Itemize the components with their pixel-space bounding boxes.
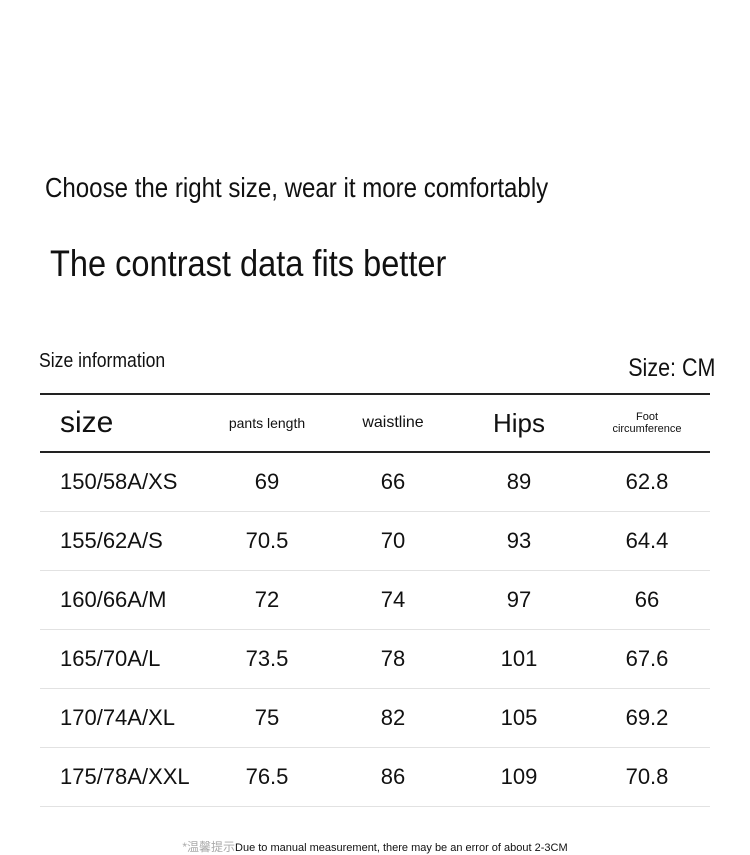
unit-label: Size: CM	[627, 354, 715, 382]
table-cell: 70	[380, 528, 406, 553]
table-cell: 86	[380, 764, 406, 789]
table-row: 170/74A/XL 75 82 105 69.2	[40, 689, 710, 748]
table-cell: 101	[500, 646, 538, 671]
table-cell: 69.2	[625, 705, 669, 730]
table-cell: 175/78A/XXL	[60, 764, 190, 789]
header-row: size pants length waistline Hips Foot circum…	[40, 395, 710, 453]
table-cell: 109	[500, 764, 538, 789]
table-cell: 70.8	[625, 764, 669, 789]
footnote-text: Due to manual measurement, there may be …	[235, 842, 568, 854]
table-cell: 93	[506, 528, 532, 553]
table-cell: 78	[380, 646, 406, 671]
table-cell: 82	[380, 705, 406, 730]
table-cell: 75	[254, 705, 280, 730]
table-cell: 150/58A/XS	[60, 469, 178, 494]
table-cell: 97	[506, 587, 532, 612]
table-row: 160/66A/M 72 74 97 66	[40, 571, 710, 630]
table-cell: 76.5	[245, 764, 289, 789]
table-cell: 105	[500, 705, 538, 730]
column-header: size	[60, 406, 114, 439]
size-table: size pants length waistline Hips Foot circum…	[40, 393, 710, 807]
table-cell: 66	[380, 469, 406, 494]
table-cell: 69	[254, 469, 280, 494]
table-cell: 66	[634, 587, 660, 612]
table-cell: 70.5	[245, 528, 289, 553]
table-cell: 62.8	[625, 469, 669, 494]
footnote: *温馨提示Due to manual measurement, there ma…	[0, 838, 750, 855]
table-row: 150/58A/XS 69 66 89 62.8	[40, 453, 710, 512]
headline: Choose the right size, wear it more comf…	[45, 172, 549, 203]
table-cell: 160/66A/M	[60, 587, 167, 612]
table-row: 175/78A/XXL 76.5 86 109 70.8	[40, 748, 710, 807]
section-label: Size information	[39, 350, 166, 372]
footnote-prefix: *温馨提示	[182, 840, 236, 854]
table-cell: 89	[506, 469, 532, 494]
column-header: Hips	[492, 407, 545, 438]
table-cell: 165/70A/L	[60, 646, 161, 671]
table-row: 155/62A/S 70.5 70 93 64.4	[40, 512, 710, 571]
table-cell: 64.4	[625, 528, 669, 553]
title: The contrast data fits better	[50, 243, 447, 284]
table-cell: 170/74A/XL	[60, 705, 175, 730]
column-header: pants length	[228, 415, 306, 431]
column-header: Foot circumference	[612, 411, 682, 435]
table-cell: 73.5	[245, 646, 289, 671]
column-header: waistline	[362, 414, 424, 431]
table-row: 165/70A/L 73.5 78 101 67.6	[40, 630, 710, 689]
table-cell: 67.6	[625, 646, 669, 671]
table-cell: 72	[254, 587, 280, 612]
table-cell: 155/62A/S	[60, 528, 163, 553]
table-cell: 74	[380, 587, 406, 612]
